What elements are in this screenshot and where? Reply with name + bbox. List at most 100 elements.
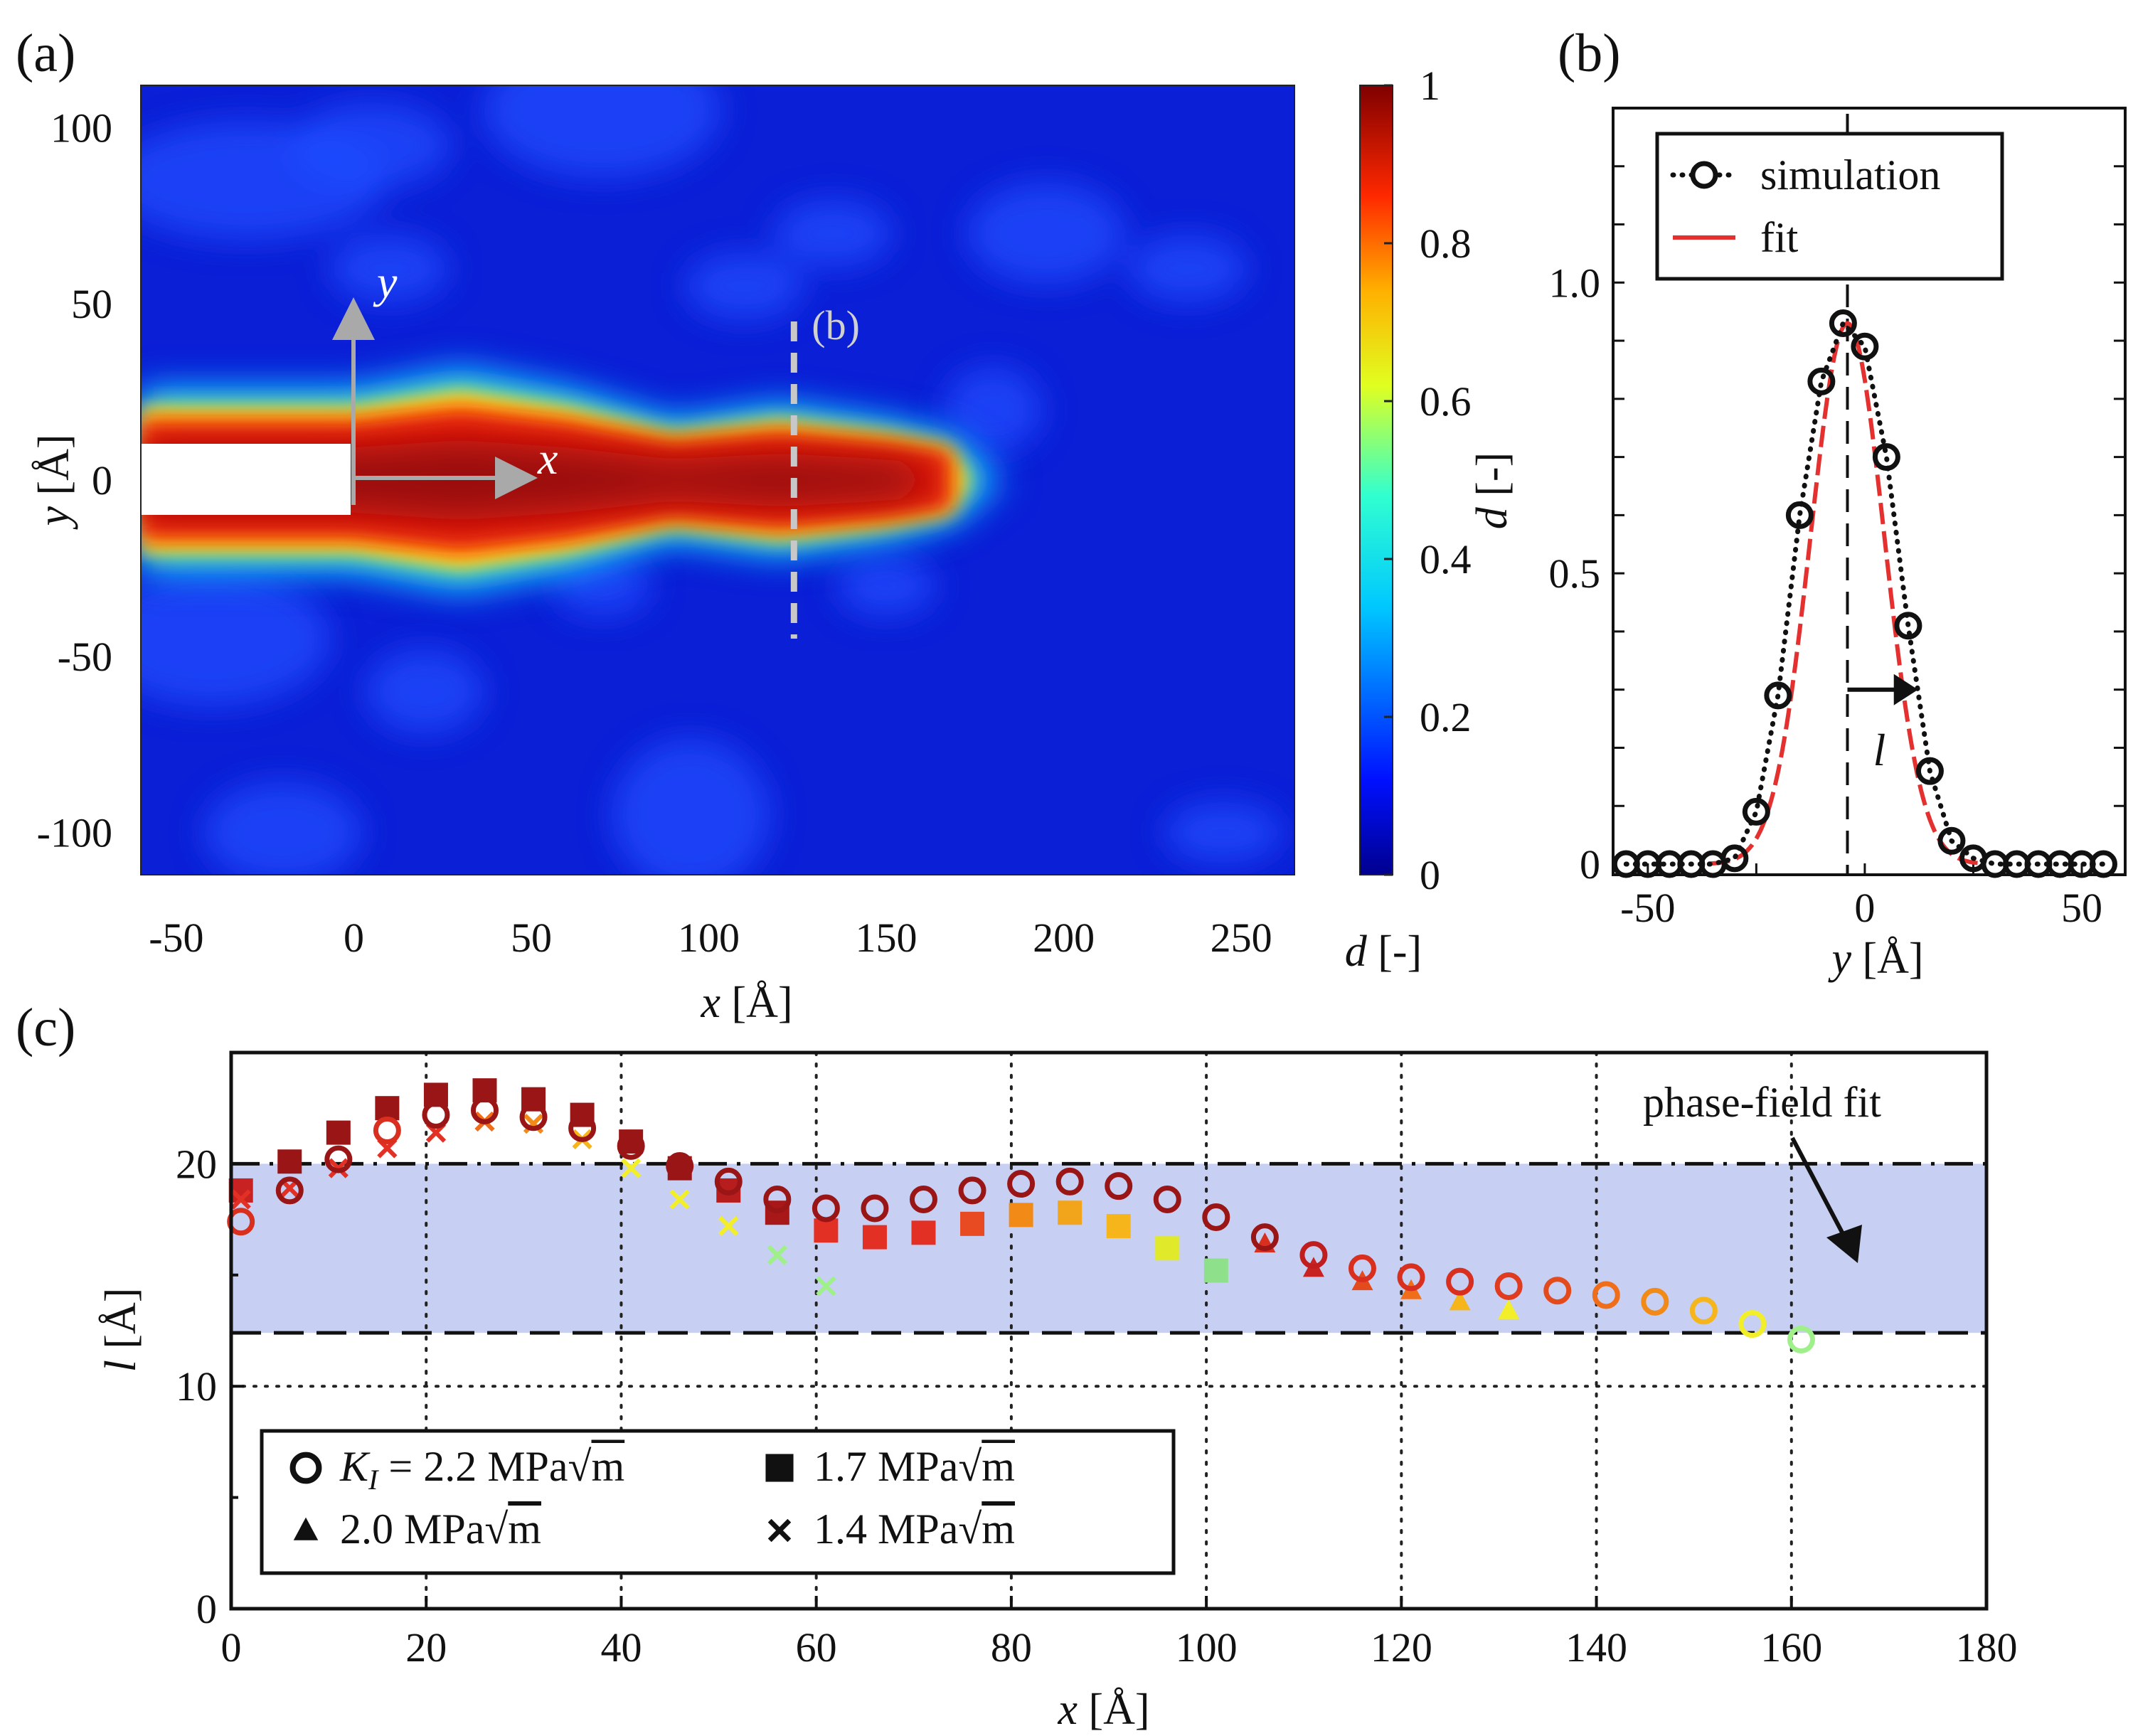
colorbar-label: d [-] bbox=[1345, 927, 1422, 976]
profile-legend bbox=[1655, 132, 2004, 281]
open-circle-point bbox=[1641, 1287, 1669, 1316]
square-point bbox=[911, 1220, 936, 1245]
length-scale-x-tick: 60 bbox=[796, 1624, 837, 1671]
simulation-point bbox=[1742, 797, 1770, 826]
simulation-point bbox=[1851, 332, 1879, 361]
heatmap-x-tick: 150 bbox=[856, 915, 917, 961]
square-point bbox=[1106, 1213, 1131, 1238]
legend-entry-label: 1.7 MPa√m bbox=[814, 1443, 1015, 1490]
open-circle-point bbox=[812, 1194, 840, 1223]
legend-simulation-marker bbox=[1690, 161, 1718, 189]
open-circle-point bbox=[275, 1176, 304, 1205]
length-scale-x-tick-labels: 0 20 40 60 80 100 120 140 160 180 bbox=[221, 1624, 2018, 1671]
simulation-point bbox=[1894, 612, 1922, 640]
heatmap-noise-spots bbox=[141, 85, 1284, 875]
open-circle-point bbox=[617, 1131, 645, 1160]
section-marker-label: (b) bbox=[812, 302, 860, 348]
noise-spot bbox=[329, 234, 450, 303]
square-point bbox=[862, 1225, 887, 1250]
open-circle-point bbox=[1494, 1272, 1523, 1300]
simulation-point bbox=[1807, 367, 1836, 395]
cross-point bbox=[816, 1276, 836, 1296]
square-point bbox=[1058, 1200, 1083, 1225]
colorbar-tick-label: 0.2 bbox=[1420, 694, 1472, 740]
colorbar-ticks: 1 0.8 0.6 0.4 0.2 0 bbox=[1384, 63, 1472, 898]
noise-spot bbox=[482, 85, 722, 179]
square-point bbox=[1203, 1258, 1228, 1283]
colorbar-tick-label: 0 bbox=[1420, 852, 1440, 898]
profile-x-tick-labels: -50 0 50 bbox=[1620, 885, 2102, 931]
open-circle-point bbox=[1543, 1277, 1572, 1305]
colorbar-tick-label: 0.8 bbox=[1420, 220, 1472, 267]
open-circle-point bbox=[763, 1185, 792, 1213]
length-scale-x-tick: 0 bbox=[221, 1624, 242, 1671]
open-circle-point bbox=[714, 1167, 743, 1196]
open-circle-point bbox=[1153, 1185, 1181, 1213]
open-circle-point bbox=[861, 1194, 889, 1223]
simulation-point bbox=[1829, 309, 1857, 338]
legend-entry-label: 2.0 MPa√m bbox=[340, 1506, 541, 1553]
open-circle-point bbox=[1397, 1263, 1425, 1292]
heatmap-y-tick-labels: 100 50 0 -50 -100 bbox=[37, 105, 112, 856]
heatmap-y-axis-label: y [Å] bbox=[30, 434, 78, 530]
open-circle-point bbox=[909, 1185, 937, 1213]
open-circle-point bbox=[1007, 1170, 1036, 1198]
colorbar-tick-label: 0.4 bbox=[1420, 536, 1472, 582]
square-point bbox=[326, 1120, 351, 1145]
cross-point bbox=[767, 1518, 792, 1543]
open-circle-point bbox=[373, 1116, 401, 1144]
noise-spot bbox=[773, 199, 893, 268]
annotation-arrow-head bbox=[1826, 1225, 1862, 1263]
profile-y-axis-label: d [-] bbox=[1468, 452, 1516, 529]
heatmap-x-tick: 200 bbox=[1033, 915, 1095, 961]
square-point bbox=[277, 1149, 302, 1174]
heatmap-x-tick: 50 bbox=[511, 915, 552, 961]
noise-spot bbox=[552, 555, 652, 617]
cross-point bbox=[621, 1158, 642, 1178]
heatmap-y-tick: 50 bbox=[71, 281, 112, 327]
crack-notch bbox=[141, 444, 351, 515]
profile-y-tick: 0.5 bbox=[1549, 550, 1601, 597]
square-point bbox=[765, 1454, 794, 1482]
heatmap-y-tick: 100 bbox=[50, 105, 112, 151]
simulation-point bbox=[1872, 443, 1900, 472]
noise-spot bbox=[292, 102, 452, 188]
open-circle-point bbox=[1202, 1203, 1230, 1231]
noise-spot bbox=[611, 737, 771, 875]
profile-x-tick: 0 bbox=[1854, 885, 1875, 931]
simulation-point bbox=[1764, 681, 1792, 710]
length-scale-x-tick: 140 bbox=[1565, 1624, 1627, 1671]
simulation-point bbox=[1785, 501, 1814, 529]
cross-point bbox=[669, 1189, 690, 1210]
square-point bbox=[960, 1211, 985, 1236]
legend-entry-label: 1.4 MPa√m bbox=[814, 1506, 1015, 1553]
open-circle-point bbox=[958, 1176, 986, 1205]
noise-spot bbox=[966, 182, 1126, 285]
length-scale-y-tick: 10 bbox=[176, 1363, 217, 1410]
panel-label-a: (a) bbox=[16, 23, 75, 83]
simulation-point bbox=[2089, 850, 2117, 878]
simulation-point bbox=[1720, 844, 1749, 873]
heatmap-y-tick: -50 bbox=[58, 634, 112, 680]
profile-panel: l -50 0 50 00.51.0 y [Å] d [-] simulation … bbox=[1468, 107, 2127, 983]
open-circle-point bbox=[1299, 1241, 1328, 1269]
annotation-arrow bbox=[1790, 1136, 1850, 1245]
noise-spot bbox=[1128, 234, 1248, 303]
phase-field-fit-annotation: phase-field fit bbox=[1643, 1079, 1881, 1126]
triangle-point bbox=[293, 1517, 319, 1540]
colorbar-tick-label: 0.6 bbox=[1420, 378, 1472, 425]
length-scale-x-tick: 20 bbox=[405, 1624, 447, 1671]
length-scale-x-axis-label: x [Å] bbox=[1057, 1686, 1149, 1734]
profile-x-axis-label: y [Å] bbox=[1827, 934, 1923, 983]
length-scale-frame-border bbox=[229, 1050, 1989, 1611]
panel-label-b: (b) bbox=[1558, 23, 1621, 83]
triangle-point bbox=[1449, 1290, 1471, 1311]
open-circle-point bbox=[1689, 1296, 1718, 1325]
length-scale-x-tick: 120 bbox=[1371, 1624, 1432, 1671]
length-scale-legend-entries: KI = 2.2 MPa√m 1.7 MPa√m 2.0 MPa√m 1.4 MPa√… bbox=[289, 1443, 1015, 1553]
simulation-point bbox=[1937, 826, 1966, 855]
length-scale-x-tick: 160 bbox=[1760, 1624, 1822, 1671]
open-circle-point bbox=[1105, 1172, 1133, 1200]
triangle-point bbox=[1498, 1299, 1520, 1319]
